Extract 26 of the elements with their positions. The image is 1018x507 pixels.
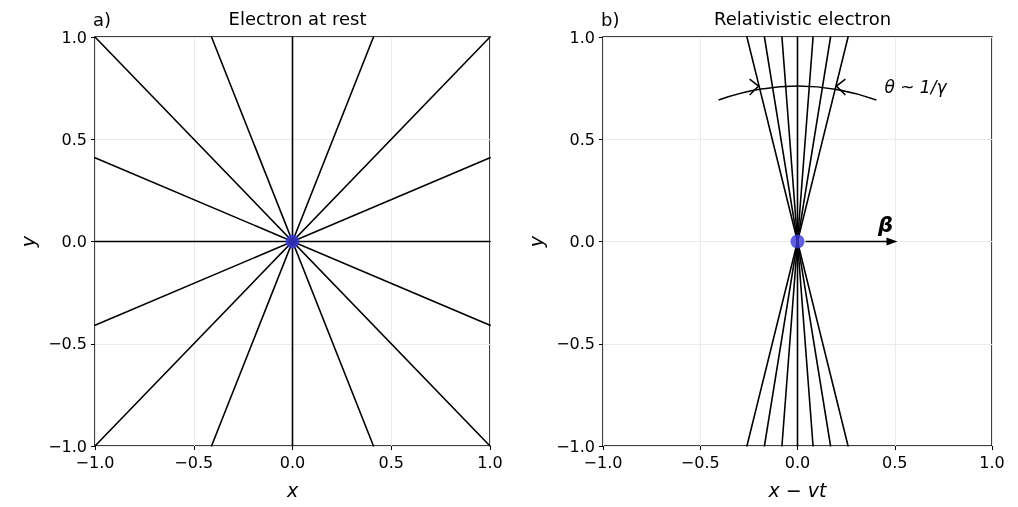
y-axis-title: y — [524, 235, 547, 249]
y-tick-label: −0.5 — [48, 334, 87, 354]
x-tick-label: −0.5 — [174, 452, 214, 472]
text: a) — [93, 9, 112, 30]
x-tick-label: 0.5 — [378, 452, 404, 472]
x-tick-label: 0.0 — [784, 452, 811, 472]
x-tick-label: −0.5 — [680, 452, 720, 472]
y-axis-title: y — [16, 235, 39, 249]
y-tick-label: 0.5 — [569, 129, 595, 149]
chart-title: Relativistic electron — [713, 7, 892, 29]
y-tick-label: −0.5 — [556, 334, 595, 354]
x-tick-label: 1.0 — [979, 452, 1005, 472]
x-axis-title: x — [285, 478, 299, 501]
y-tick-label: 1.0 — [61, 27, 87, 47]
text: b) — [601, 9, 620, 30]
chart-title: Electron at rest — [228, 7, 367, 29]
annotation: β — [876, 212, 894, 237]
y-tick-label: 0.5 — [61, 129, 87, 149]
annotation: θ ~ 1/γ — [884, 77, 948, 98]
y-tick-label: 1.0 — [569, 27, 595, 47]
x-tick-label: 0.5 — [882, 452, 908, 472]
x-tick-label: 1.0 — [477, 452, 503, 472]
x-axis-title: x − vt — [767, 478, 829, 501]
x-tick-label: 0.0 — [279, 452, 306, 472]
y-tick-label: 0.0 — [569, 232, 595, 251]
y-tick-label: 0.0 — [61, 232, 87, 251]
